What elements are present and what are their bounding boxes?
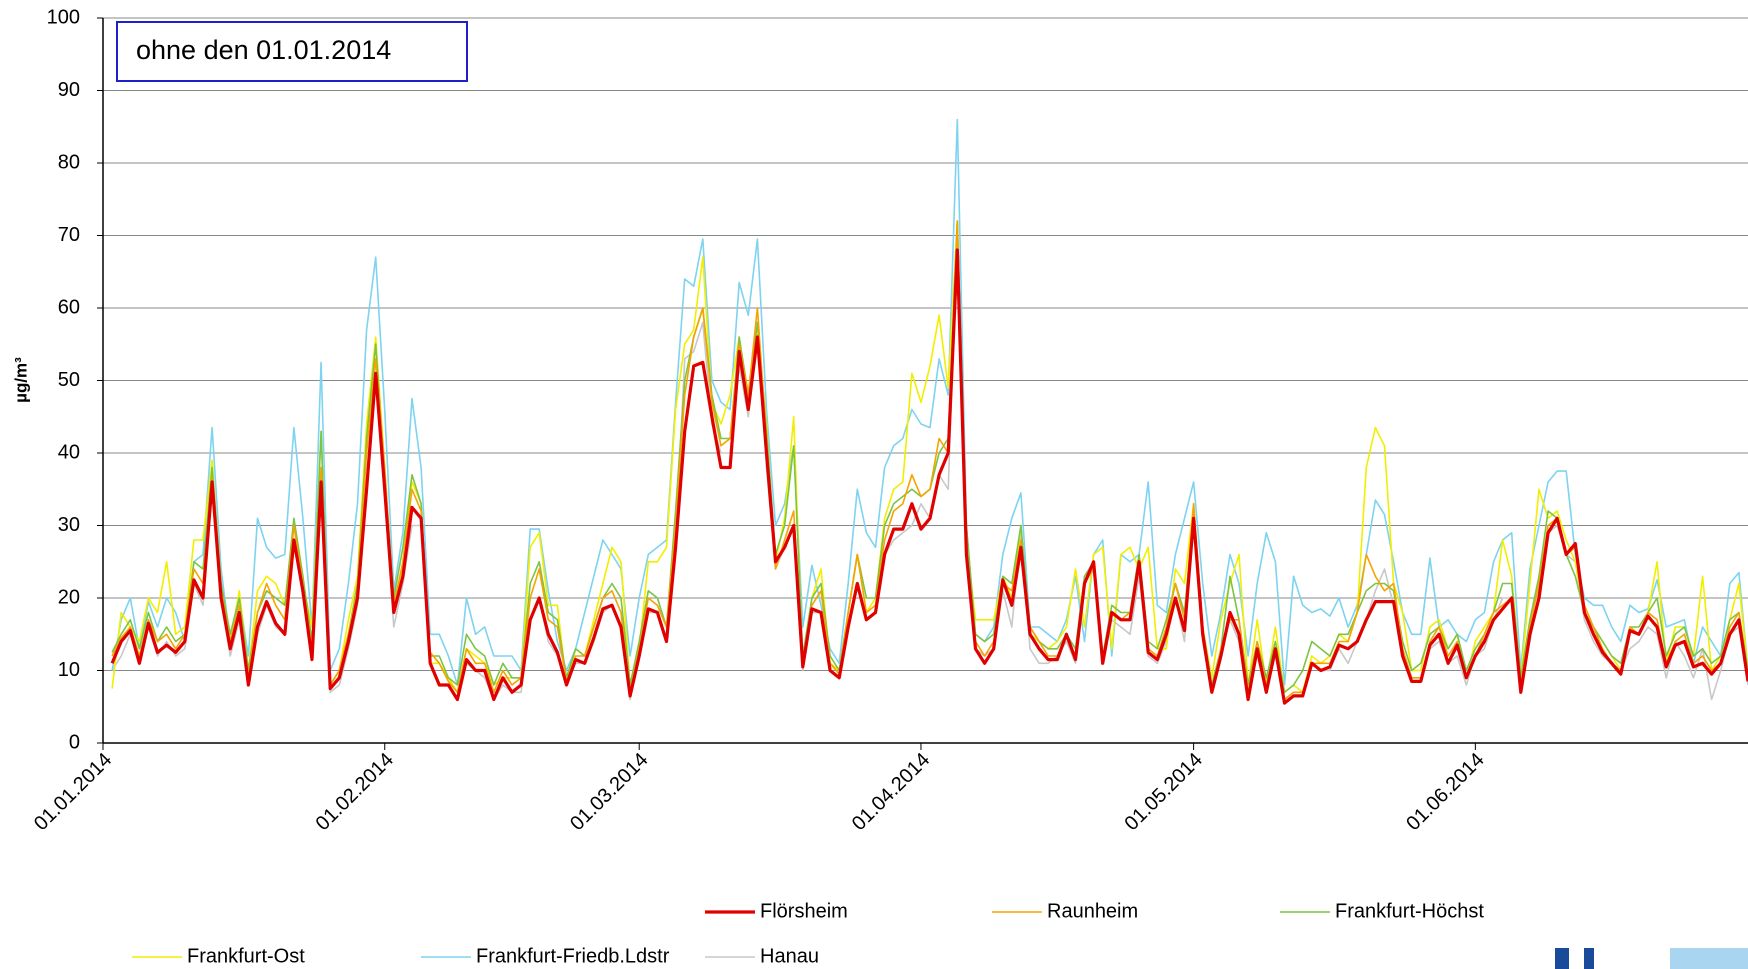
y-tick-label: 70 bbox=[58, 224, 80, 246]
legend-label: Frankfurt-Höchst bbox=[1335, 900, 1484, 922]
legend-label: Hanau bbox=[760, 945, 819, 967]
y-tick-label: 0 bbox=[69, 731, 80, 753]
x-tick-label: 01.06.2014 bbox=[1402, 749, 1488, 835]
annotation: ohne den 01.01.2014 bbox=[136, 35, 391, 65]
legend-label: Frankfurt-Ost bbox=[187, 945, 305, 967]
series-line bbox=[111, 118, 1748, 686]
y-tick-label: 10 bbox=[58, 659, 80, 681]
y-tick-label: 20 bbox=[58, 586, 80, 608]
x-tick-label: 01.01.2014 bbox=[30, 749, 116, 835]
y-tick-label: 60 bbox=[58, 296, 80, 318]
logo bbox=[1670, 948, 1748, 969]
y-tick-label: 30 bbox=[58, 514, 80, 536]
series-line bbox=[110, 248, 1748, 705]
series-line bbox=[111, 220, 1748, 694]
x-tick-label: 01.02.2014 bbox=[312, 749, 398, 835]
x-tick-label: 01.03.2014 bbox=[566, 749, 652, 835]
logo bbox=[1555, 948, 1569, 969]
series-line bbox=[111, 234, 1748, 701]
x-tick-label: 01.04.2014 bbox=[848, 749, 934, 835]
series-line bbox=[111, 220, 1748, 701]
y-tick-label: 40 bbox=[58, 441, 80, 463]
x-tick-label: 01.05.2014 bbox=[1121, 749, 1207, 835]
legend-label: Flörsheim bbox=[760, 900, 848, 922]
y-tick-label: 100 bbox=[47, 6, 80, 28]
legend-label: Frankfurt-Friedb.Ldstr bbox=[476, 945, 670, 967]
y-tick-label: 80 bbox=[58, 151, 80, 173]
y-tick-label: 50 bbox=[58, 369, 80, 391]
y-axis-title: µg/m³ bbox=[11, 357, 30, 403]
legend-label: Raunheim bbox=[1047, 900, 1138, 922]
annotation-box bbox=[116, 21, 468, 82]
logo bbox=[1584, 948, 1594, 969]
series-line bbox=[111, 220, 1748, 694]
y-tick-label: 90 bbox=[58, 79, 80, 101]
